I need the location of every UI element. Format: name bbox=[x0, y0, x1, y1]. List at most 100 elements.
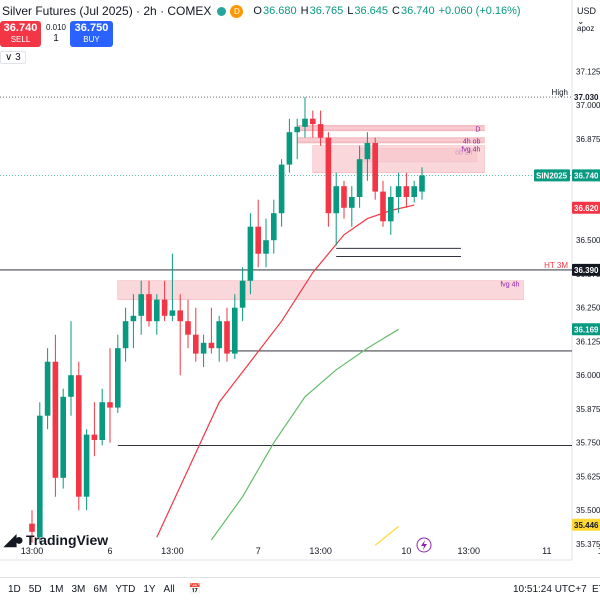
x-tick-label: 13:00 bbox=[309, 546, 332, 556]
y-tick-label: 36.875 bbox=[576, 135, 600, 144]
buy-label: BUY bbox=[83, 35, 100, 44]
candle-body bbox=[37, 415, 43, 538]
candle-body bbox=[146, 294, 152, 322]
x-tick-label: 6 bbox=[107, 546, 112, 556]
tradingview-logo[interactable]: ◢● TradingView bbox=[4, 530, 108, 550]
ma-fast-line bbox=[156, 204, 415, 538]
x-tick-label: 10 bbox=[401, 546, 411, 556]
zone-label: 4h ob bbox=[463, 139, 481, 146]
price-label-bg bbox=[572, 518, 600, 531]
candle-body bbox=[169, 310, 176, 316]
candle-body bbox=[115, 348, 121, 408]
hline-label: High bbox=[552, 88, 568, 97]
candle-body bbox=[341, 186, 347, 208]
candle-body bbox=[302, 118, 308, 127]
candle-body bbox=[317, 124, 324, 138]
data-badge[interactable]: D bbox=[230, 4, 244, 18]
candle-body bbox=[83, 434, 90, 497]
price-label-bg bbox=[572, 169, 600, 182]
candle-body bbox=[76, 375, 82, 497]
buy-button[interactable]: 36.750 BUY bbox=[70, 21, 113, 47]
candle-body bbox=[200, 342, 207, 354]
sell-price: 36.740 bbox=[3, 22, 38, 34]
clock[interactable]: 10:51:24 UTC+7 bbox=[513, 584, 587, 595]
range-5d[interactable]: 5D bbox=[28, 584, 42, 595]
x-tick-label: 13:00 bbox=[21, 546, 44, 556]
eth-toggle[interactable]: ETH bbox=[592, 584, 600, 595]
chevron-down-icon: ⌄ bbox=[577, 16, 585, 26]
price-label: 36.740 bbox=[574, 171, 599, 180]
candle-body bbox=[130, 315, 137, 322]
zone-box bbox=[296, 125, 485, 132]
currency-label[interactable]: USD ⌄ bbox=[577, 6, 597, 26]
candle-body bbox=[356, 159, 363, 197]
y-tick-label: 37.000 bbox=[576, 101, 600, 110]
price-label: 37.030 bbox=[574, 93, 599, 102]
candle-body bbox=[68, 375, 74, 397]
sell-button[interactable]: 36.740 SELL bbox=[0, 21, 41, 47]
candle-body bbox=[99, 402, 105, 440]
quantity-value[interactable]: 1 bbox=[53, 33, 59, 44]
candle-body bbox=[29, 523, 35, 532]
candle-body bbox=[232, 307, 238, 354]
open-value: 36.680 bbox=[262, 5, 297, 17]
bottom-toolbar: 1D 5D 1M 3M 6M YTD 1Y All 📅 10:51:24 UTC… bbox=[0, 577, 600, 601]
candle-body bbox=[372, 143, 378, 192]
spread-box: 0.010 1 bbox=[44, 22, 68, 44]
candle-body bbox=[161, 299, 168, 316]
lightning-circle bbox=[416, 537, 432, 553]
candle-body bbox=[52, 361, 59, 478]
candle-body bbox=[419, 175, 425, 192]
high-value: 36.765 bbox=[309, 5, 344, 17]
y-tick-label: 35.500 bbox=[576, 506, 600, 515]
candle-body bbox=[333, 186, 339, 214]
price-label-bg bbox=[572, 263, 600, 276]
buy-price: 36.750 bbox=[74, 22, 109, 34]
x-tick-label: 7 bbox=[256, 546, 261, 556]
sell-label: SELL bbox=[10, 35, 31, 44]
y-tick-label: 35.625 bbox=[576, 472, 600, 481]
lightning-icon bbox=[416, 537, 432, 553]
chart-header: Silver Futures (Jul 2025) · 2h · COMEX D… bbox=[0, 0, 521, 22]
candle-body bbox=[395, 186, 402, 197]
close-value: 36.740 bbox=[400, 5, 435, 17]
range-1d[interactable]: 1D bbox=[8, 584, 21, 595]
y-tick-label: 35.750 bbox=[576, 439, 600, 448]
price-label: 36.390 bbox=[574, 266, 599, 275]
high-label: H bbox=[300, 5, 309, 17]
candle-body bbox=[388, 197, 394, 222]
price-label: 35.446 bbox=[574, 521, 599, 530]
range-ytd[interactable]: YTD bbox=[115, 584, 136, 595]
price-chart[interactable]: 37.12537.00036.87536.75036.62536.50036.3… bbox=[0, 0, 600, 577]
candle-body bbox=[278, 164, 285, 214]
candle-body bbox=[216, 321, 222, 349]
candle-body bbox=[239, 280, 246, 308]
indicators-collapse-button[interactable]: ∨ 3 bbox=[0, 51, 26, 64]
low-value: 36.645 bbox=[354, 5, 389, 17]
range-all[interactable]: All bbox=[163, 584, 175, 595]
range-1y[interactable]: 1Y bbox=[143, 584, 156, 595]
price-label-bg bbox=[572, 201, 600, 214]
symbol-title[interactable]: Silver Futures (Jul 2025) · 2h · COMEX bbox=[2, 4, 212, 18]
range-3m[interactable]: 3M bbox=[71, 584, 86, 595]
indicator-count: 3 bbox=[15, 52, 21, 63]
candle-body bbox=[255, 226, 261, 254]
calendar-icon[interactable]: 📅 bbox=[188, 584, 202, 595]
candle-body bbox=[263, 240, 269, 254]
candle-body bbox=[185, 321, 191, 335]
range-6m[interactable]: 6M bbox=[93, 584, 108, 595]
candle-body bbox=[91, 434, 98, 440]
candle-body bbox=[403, 186, 410, 197]
ma-slow-line bbox=[210, 328, 399, 541]
y-tick-label: 35.375 bbox=[576, 540, 600, 549]
chevron-down-icon: ∨ bbox=[5, 52, 13, 63]
candle-body bbox=[44, 361, 51, 416]
ma-yellow-line bbox=[374, 525, 399, 546]
candle-body bbox=[310, 118, 316, 125]
x-tick-label: 13:00 bbox=[458, 546, 481, 556]
y-tick-label: 37.125 bbox=[576, 67, 600, 76]
range-1m[interactable]: 1M bbox=[49, 584, 64, 595]
spread-value: 0.010 bbox=[45, 23, 67, 32]
candle-body bbox=[177, 310, 183, 322]
price-label-bg bbox=[534, 169, 570, 182]
